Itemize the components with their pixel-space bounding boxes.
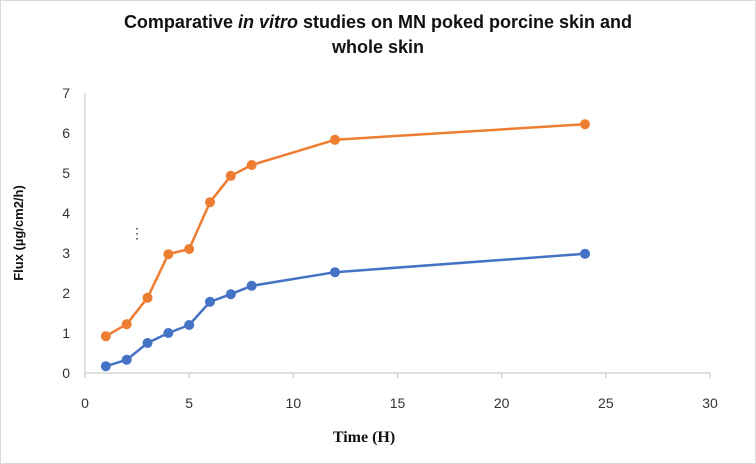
x-tick-label: 25	[598, 395, 614, 411]
chart-title-line-1: Comparative in vitro studies on MN poked…	[0, 10, 756, 35]
x-tick-label: 20	[494, 395, 510, 411]
series-2-point	[163, 249, 174, 260]
series-1-point	[330, 267, 340, 278]
series-1-point	[163, 328, 174, 338]
series-2-point	[246, 160, 257, 170]
y-tick-label: 0	[62, 365, 70, 381]
y-tick-label: 3	[62, 245, 70, 261]
x-tick-label: 30	[702, 395, 718, 411]
x-tick-label: 5	[185, 395, 193, 411]
title-part-1: Comparative	[123, 12, 238, 32]
chart-title: Comparative in vitro studies on MN poked…	[0, 10, 756, 60]
series-1-point	[580, 248, 590, 259]
series-1-point	[100, 361, 111, 372]
y-tick-label: 2	[62, 285, 70, 301]
series-1-point	[142, 338, 153, 348]
y-tick-label: 7	[62, 85, 70, 101]
annotation-text: ⋮	[130, 225, 144, 241]
series-1-point	[205, 296, 215, 307]
chart-title-line-2: whole skin	[331, 37, 425, 57]
series-2-point	[580, 119, 590, 130]
series-2-point	[142, 292, 153, 303]
x-tick-label: 0	[81, 395, 89, 411]
series-line-1	[105, 252, 586, 368]
y-tick-label: 6	[62, 125, 70, 141]
tick-labels-group: 0 5 10 15 20 25 30 0 1 2 3 4 5 6 7	[62, 85, 718, 411]
x-axis-label: Time (H)	[333, 429, 395, 446]
series-1-point	[246, 280, 257, 291]
x-tick-label: 10	[286, 395, 302, 411]
series-2-point	[121, 319, 132, 330]
y-tick-label: 1	[62, 325, 70, 341]
series-1-point	[184, 320, 195, 330]
y-tick-label: 5	[62, 165, 70, 181]
title-part-2: studies on MN poked porcine skin and	[298, 12, 633, 32]
y-tick-label: 4	[62, 205, 70, 221]
series-2-point	[225, 170, 236, 181]
title-part-italic: in vitro	[237, 12, 298, 32]
series-2-point	[184, 244, 195, 254]
series-2-point	[100, 331, 111, 342]
series-1-point	[225, 289, 236, 300]
series-2-point	[205, 197, 215, 208]
x-tick-label: 15	[390, 395, 406, 411]
y-axis-label: Flux (µg/cm2/h)	[11, 185, 26, 281]
series-group	[100, 119, 590, 372]
series-2-point	[330, 134, 340, 145]
series-line-2	[105, 122, 586, 338]
series-1-point	[121, 354, 132, 365]
